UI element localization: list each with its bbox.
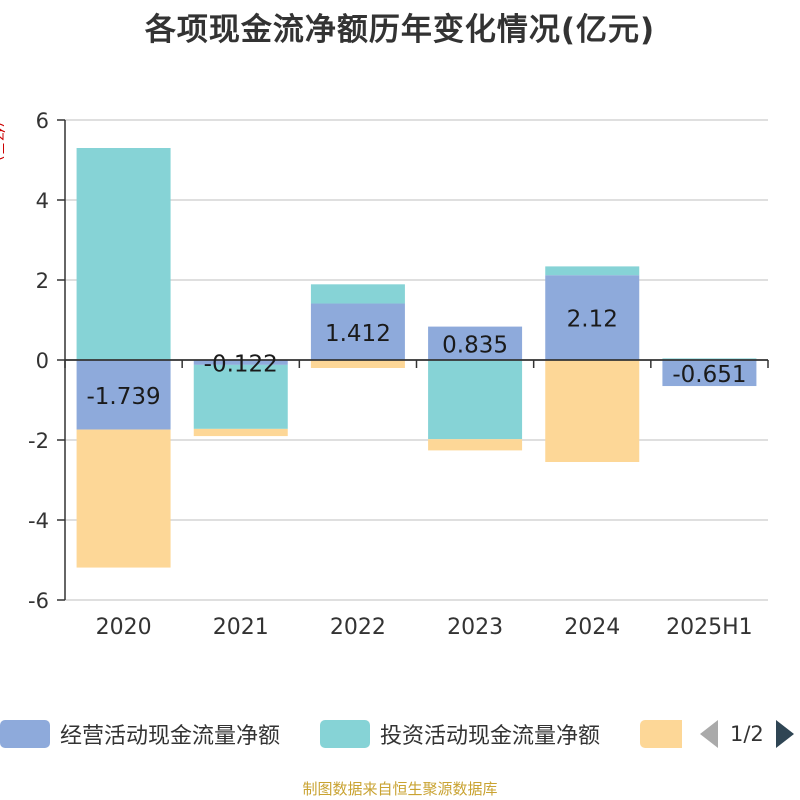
y-tick-label: -4: [28, 509, 49, 533]
bar-segment-series-0[interactable]: [193, 360, 288, 365]
data-source-note: 制图数据来自恒生聚源数据库: [302, 780, 498, 798]
y-tick-label: -6: [28, 589, 49, 613]
bar-segment-series-1[interactable]: [193, 364, 288, 429]
legend-item-operating[interactable]: 经营活动现金流量净额: [0, 716, 280, 752]
bar-segment-series-2[interactable]: [310, 360, 405, 368]
previous-page-icon[interactable]: [700, 720, 718, 748]
bar-segment-series-0[interactable]: [428, 326, 523, 360]
y-tick-label: 6: [36, 109, 49, 133]
bar-segment-series-1[interactable]: [76, 148, 171, 360]
x-tick-label: 2024: [564, 615, 620, 640]
bar-segment-series-0[interactable]: [662, 360, 757, 387]
bar-segment-series-1[interactable]: [428, 360, 523, 440]
bar-segment-series-0[interactable]: [76, 360, 171, 430]
chart-title: 各项现金流净额历年变化情况(亿元): [144, 12, 656, 48]
x-tick-label: 2023: [447, 615, 503, 640]
bar-segment-series-1[interactable]: [545, 266, 640, 276]
bar-segment-series-2[interactable]: [193, 428, 288, 437]
data-label: 2.12: [567, 307, 618, 333]
bar-segment-series-0[interactable]: [310, 303, 405, 360]
bar-segment-series-0[interactable]: [545, 275, 640, 360]
bar-segment-series-1[interactable]: [310, 284, 405, 304]
bar-segment-series-2[interactable]: [428, 439, 523, 451]
legend-item-investing[interactable]: 投资活动现金流量净额: [320, 716, 600, 752]
y-tick-label: 4: [36, 189, 49, 213]
data-label: 0.835: [442, 332, 508, 358]
legend-pager: 1/2: [700, 716, 794, 752]
legend: 经营活动现金流量净额 投资活动现金流量净额 1/2: [0, 716, 800, 756]
legend-page-indicator: 1/2: [730, 722, 764, 746]
x-tick-label: 2021: [213, 615, 269, 640]
bar-segment-series-2[interactable]: [545, 360, 640, 462]
data-label: -1.739: [87, 384, 161, 410]
data-label: -0.122: [204, 351, 278, 377]
axes: -6 -4 -2 0 2 4 6 2020 2021 2022 2023 2024 2025H1: [28, 109, 769, 640]
y-tick-label: 0: [36, 349, 49, 373]
x-tick-label: 2022: [330, 615, 386, 640]
data-label: 1.412: [325, 321, 391, 347]
legend-label-investing: 投资活动现金流量净额: [380, 724, 601, 749]
y-tick-label: 2: [36, 269, 49, 293]
stacked-bar-chart: -6 -4 -2 0 2 4 6 2020 2021 2022 2023 2024 2025H1 -1.…: [28, 109, 769, 640]
x-tick-label: 2025H1: [666, 615, 753, 640]
y-tick-label: -2: [28, 429, 49, 453]
data-label: -0.651: [672, 362, 746, 388]
legend-swatch-financing: [640, 720, 682, 748]
legend-swatch-operating: [0, 720, 50, 748]
bar-segment-series-2[interactable]: [76, 429, 171, 568]
legend-swatch-investing: [320, 720, 370, 748]
legend-label-operating: 经营活动现金流量净额: [60, 724, 281, 749]
data-labels: -1.739 -0.122 1.412 0.835 2.12 -0.651: [87, 307, 747, 410]
bars: [76, 148, 757, 568]
x-tick-label: 2020: [96, 615, 152, 640]
legend-item-financing[interactable]: [640, 716, 692, 752]
next-page-icon[interactable]: [775, 720, 794, 748]
